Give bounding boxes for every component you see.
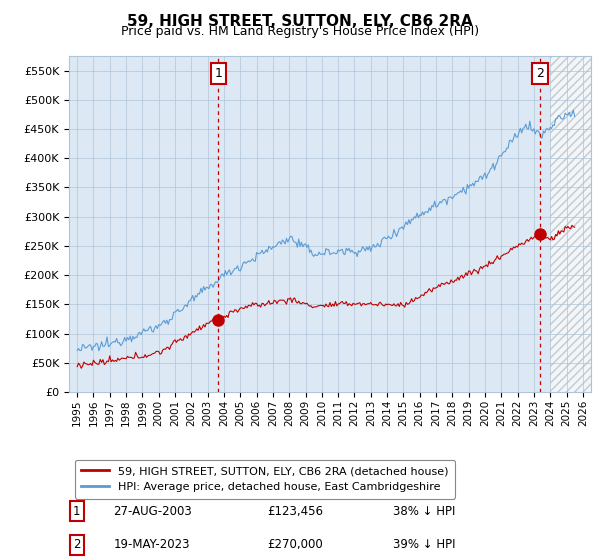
Text: £270,000: £270,000 — [268, 538, 323, 552]
Bar — [550, 56, 591, 392]
Text: 2: 2 — [73, 538, 80, 552]
Text: 1: 1 — [73, 505, 80, 518]
Text: 38% ↓ HPI: 38% ↓ HPI — [392, 505, 455, 518]
Legend: 59, HIGH STREET, SUTTON, ELY, CB6 2RA (detached house), HPI: Average price, deta: 59, HIGH STREET, SUTTON, ELY, CB6 2RA (d… — [74, 460, 455, 498]
Text: 39% ↓ HPI: 39% ↓ HPI — [392, 538, 455, 552]
Text: 27-AUG-2003: 27-AUG-2003 — [113, 505, 192, 518]
Text: £123,456: £123,456 — [268, 505, 323, 518]
Text: 59, HIGH STREET, SUTTON, ELY, CB6 2RA: 59, HIGH STREET, SUTTON, ELY, CB6 2RA — [127, 14, 473, 29]
Text: Price paid vs. HM Land Registry's House Price Index (HPI): Price paid vs. HM Land Registry's House … — [121, 25, 479, 38]
Text: 19-MAY-2023: 19-MAY-2023 — [113, 538, 190, 552]
Text: 1: 1 — [214, 67, 222, 80]
Text: 2: 2 — [536, 67, 544, 80]
